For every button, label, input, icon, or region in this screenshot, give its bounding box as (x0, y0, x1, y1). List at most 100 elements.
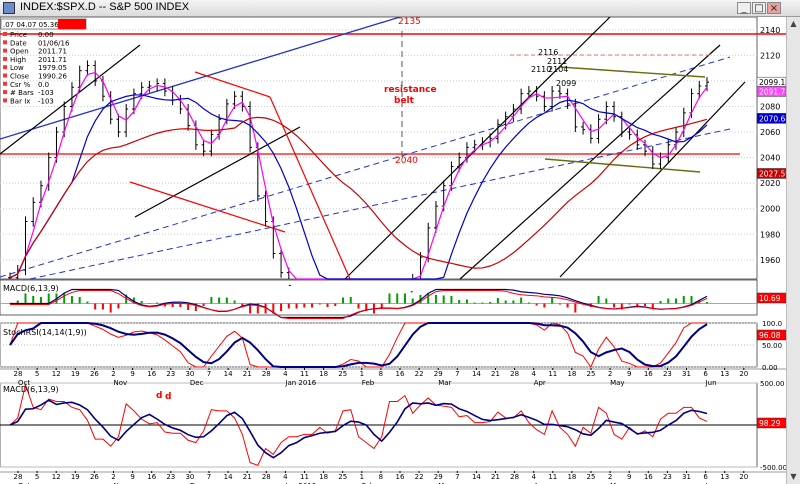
macd-small-bar (481, 302, 484, 304)
price-tag: 2091.78 (756, 86, 786, 97)
level-2099-label: 2099 (556, 79, 576, 88)
day-tick-lower: 25 (338, 473, 347, 481)
svg-text:2070.68: 2070.68 (759, 114, 786, 123)
macd-small-bar (16, 300, 19, 304)
readout-swatch (3, 40, 7, 45)
day-tick-upper: 11 (300, 370, 309, 378)
day-tick-lower: 28 (262, 473, 271, 481)
macd-small-bar (218, 297, 221, 304)
day-tick-upper: 20 (739, 370, 748, 378)
price-bar (457, 152, 462, 172)
readout-value: -103 (38, 97, 54, 105)
macd-small-bar (287, 303, 290, 309)
day-tick-upper: 14 (472, 370, 481, 378)
day-tick-upper: 13 (720, 370, 729, 378)
day-tick-upper: 11 (548, 370, 557, 378)
macd-small-bar (504, 300, 507, 304)
day-tick-upper: 2 (608, 370, 612, 378)
level-2135-label: 2135 (398, 17, 421, 27)
month-label-lower: May (610, 482, 624, 484)
close-button[interactable]: × (767, 2, 781, 14)
price-bar (147, 80, 152, 93)
scroll-down-arrow[interactable]: ▼ (790, 472, 797, 481)
price-bar (23, 216, 28, 276)
readout-value: 0.0 (38, 81, 49, 89)
macd-small-bar (272, 303, 275, 314)
readout-value: -103 (38, 89, 54, 97)
day-tick-upper: 23 (663, 370, 672, 378)
macd-small-bar (210, 297, 213, 304)
day-tick-upper: 12 (52, 370, 61, 378)
minimize-button[interactable]: _ (737, 2, 751, 14)
macd-small-bar (295, 303, 298, 309)
day-tick-upper: 26 (90, 370, 99, 378)
macd-small-bar (225, 297, 228, 304)
macd-small-bar (47, 293, 50, 304)
readout-value: 0.00 (38, 31, 54, 39)
macd-small-bar (303, 303, 306, 308)
price-bar (619, 111, 624, 138)
day-tick-upper: 22 (415, 370, 424, 378)
month-label-upper: Oct (18, 379, 30, 387)
black-channel-1 (0, 44, 141, 155)
price-tag: 10.69 (756, 292, 786, 304)
scroll-up-arrow[interactable]: ▲ (790, 19, 797, 28)
maximize-button[interactable]: □ (752, 2, 766, 14)
readout-label: Date (10, 39, 27, 47)
price-bar (526, 86, 531, 99)
macd-small-bar (427, 293, 430, 304)
macd-marker-d1: d (156, 391, 162, 401)
day-tick-lower: 16 (644, 473, 653, 481)
macd-small-bar (605, 298, 608, 304)
macd-small-bar (109, 303, 112, 313)
day-tick-upper: 19 (71, 370, 80, 378)
price-tick-label: 2120 (760, 51, 780, 60)
title-bar: INDEX:$SPX.D -- S&P 500 INDEX _ □ × (0, 0, 800, 17)
day-tick-lower: 22 (415, 473, 424, 481)
price-bar (201, 139, 206, 157)
macd-small-bar (241, 303, 244, 308)
price-bar (581, 121, 586, 135)
macd-small-bar (512, 300, 515, 304)
macd-small-bar (334, 303, 337, 306)
day-tick-upper: 29 (434, 370, 443, 378)
stochrsi-label: StochRSI(14,14(1,9)) (3, 328, 87, 337)
level-2110-label: 2110 (531, 65, 551, 74)
vertical-scrollbar[interactable]: ▲ ▼ (786, 17, 800, 484)
macd-small-bar (78, 297, 81, 304)
macd-small-bar (675, 298, 678, 304)
app-icon (3, 2, 15, 14)
price-tick-label: 2020 (760, 179, 780, 188)
macd-small-bar (458, 300, 461, 304)
day-tick-lower: 16 (396, 473, 405, 481)
macd-small-bar (148, 303, 151, 304)
macd-small-signal (10, 290, 708, 319)
price-bar (248, 101, 253, 153)
price-bar (495, 119, 500, 144)
price-tag: 2099.13 (756, 76, 786, 88)
price-bar (263, 190, 268, 227)
day-tick-lower: 23 (663, 473, 672, 481)
macd-small-bar (659, 301, 662, 304)
month-label-lower: Feb (362, 482, 375, 484)
level-2104-label: 2104 (548, 65, 568, 74)
day-tick-upper: 28 (14, 370, 23, 378)
day-tick-lower: 11 (548, 473, 557, 481)
day-tick-upper: 4 (531, 370, 536, 378)
macd-small-bar (535, 303, 538, 306)
macd-small-bar (24, 293, 27, 304)
day-tick-lower: 12 (52, 473, 61, 481)
macd-small-bar (94, 303, 97, 310)
day-tick-lower: 9 (627, 473, 631, 481)
readout-label: High (10, 56, 26, 64)
macd-small-bar (442, 295, 445, 304)
macd-small-bar (380, 303, 383, 309)
readout-swatch (3, 56, 7, 61)
macd-small-bar (256, 303, 259, 314)
day-tick-lower: 8 (379, 473, 383, 481)
price-tick-label: 2060 (760, 128, 780, 137)
day-tick-lower: 2 (111, 473, 115, 481)
day-tick-upper: 8 (379, 370, 383, 378)
price-bar (643, 139, 648, 157)
readout-top-line: .07 04.07 05.36 .13 (3, 21, 72, 29)
